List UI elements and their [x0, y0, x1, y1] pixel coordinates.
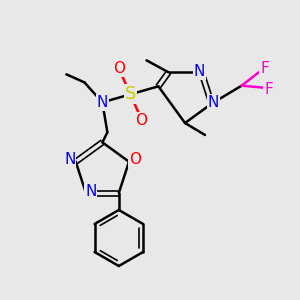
Text: O: O: [135, 113, 147, 128]
Text: F: F: [260, 61, 269, 76]
Text: N: N: [97, 95, 108, 110]
Text: N: N: [194, 64, 205, 79]
Text: O: O: [113, 61, 125, 76]
Text: O: O: [129, 152, 141, 167]
Text: N: N: [208, 95, 219, 110]
Text: S: S: [125, 85, 136, 103]
Text: F: F: [264, 82, 273, 97]
Text: N: N: [85, 184, 97, 199]
Text: N: N: [64, 152, 75, 167]
